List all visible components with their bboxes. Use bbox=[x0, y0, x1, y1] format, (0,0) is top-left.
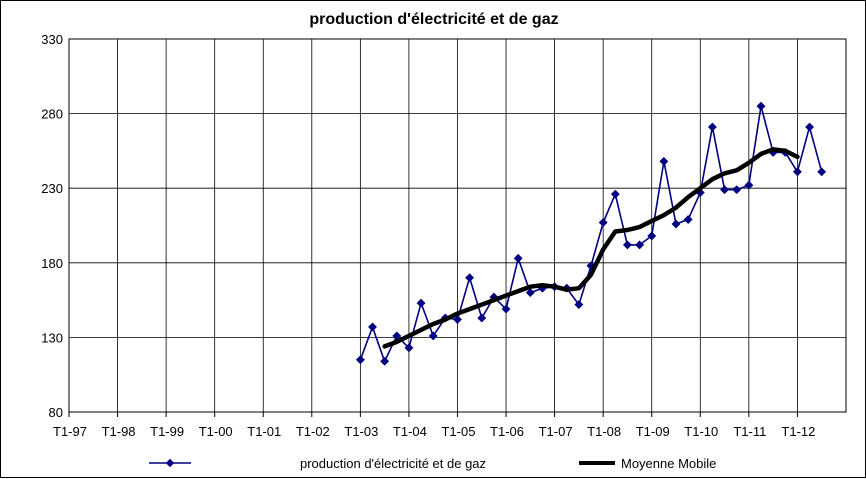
data-point-marker bbox=[355, 355, 365, 365]
x-tick-label: T1-98 bbox=[102, 424, 136, 439]
chart-title: production d'électricité et de gaz bbox=[309, 11, 559, 28]
data-point-marker bbox=[683, 214, 693, 225]
data-point-marker bbox=[574, 300, 584, 310]
data-point-marker bbox=[404, 343, 414, 353]
data-point-marker bbox=[659, 156, 669, 166]
data-point-marker bbox=[647, 231, 657, 241]
x-tick-label: T1-00 bbox=[199, 424, 233, 439]
x-tick-label: T1-97 bbox=[53, 424, 87, 439]
x-tick-label: T1-10 bbox=[684, 424, 718, 439]
legend-label-production: production d'électricité et de gaz bbox=[300, 456, 486, 471]
legend: production d'électricité et de gaz Moyenn… bbox=[149, 456, 716, 471]
data-point-marker bbox=[428, 331, 438, 341]
y-tick-label: 180 bbox=[41, 256, 63, 271]
data-point-marker bbox=[598, 217, 608, 228]
data-point-marker bbox=[525, 288, 535, 298]
data-point-marker bbox=[513, 253, 523, 263]
data-point-marker bbox=[416, 298, 426, 308]
x-tick-label: T1-01 bbox=[247, 424, 281, 439]
x-axis-ticks: T1-97 T1-98 T1-99 T1-00 T1-01 T1-02 T1-03 T1-04… bbox=[53, 424, 815, 439]
x-tick-label: T1-05 bbox=[441, 424, 475, 439]
data-point-marker bbox=[622, 240, 632, 250]
data-point-marker bbox=[817, 167, 827, 177]
y-tick-label: 230 bbox=[41, 181, 63, 196]
moving-average-line bbox=[382, 147, 800, 349]
data-point-marker bbox=[671, 219, 681, 229]
y-tick-label: 130 bbox=[41, 330, 63, 345]
data-point-marker bbox=[720, 185, 730, 195]
data-point-marker bbox=[477, 313, 487, 323]
data-point-marker bbox=[380, 356, 390, 366]
x-tick-label: T1-09 bbox=[636, 424, 670, 439]
data-point-marker bbox=[635, 240, 645, 250]
x-tick-label: T1-04 bbox=[393, 424, 427, 439]
gridlines bbox=[68, 38, 846, 417]
series-layer bbox=[355, 101, 827, 366]
data-point-marker bbox=[610, 189, 620, 199]
legend-label-moving-average: Moyenne Mobile bbox=[621, 456, 716, 471]
x-tick-label: T1-06 bbox=[490, 424, 524, 439]
data-point-marker bbox=[465, 273, 475, 283]
y-tick-label: 330 bbox=[41, 32, 63, 47]
legend-marker-diamond bbox=[165, 458, 175, 468]
y-tick-label: 80 bbox=[49, 405, 63, 420]
x-tick-label: T1-02 bbox=[296, 424, 330, 439]
y-axis-ticks: 80 130 180 230 280 330 bbox=[41, 32, 63, 420]
x-tick-label: T1-99 bbox=[150, 424, 184, 439]
data-point-marker bbox=[707, 122, 717, 132]
data-point-marker bbox=[367, 322, 378, 332]
data-point-marker bbox=[804, 122, 815, 132]
data-point-marker bbox=[792, 167, 802, 177]
x-tick-label: T1-03 bbox=[344, 424, 378, 439]
data-point-marker bbox=[744, 180, 754, 190]
x-tick-label: T1-12 bbox=[781, 424, 815, 439]
data-point-marker bbox=[756, 101, 766, 111]
data-point-marker bbox=[452, 314, 463, 325]
data-point-marker bbox=[501, 304, 511, 314]
x-tick-label: T1-08 bbox=[587, 424, 621, 439]
x-tick-label: T1-11 bbox=[733, 424, 766, 439]
x-tick-label: T1-07 bbox=[539, 424, 573, 439]
y-tick-label: 280 bbox=[41, 107, 63, 122]
data-point-marker bbox=[732, 185, 742, 195]
